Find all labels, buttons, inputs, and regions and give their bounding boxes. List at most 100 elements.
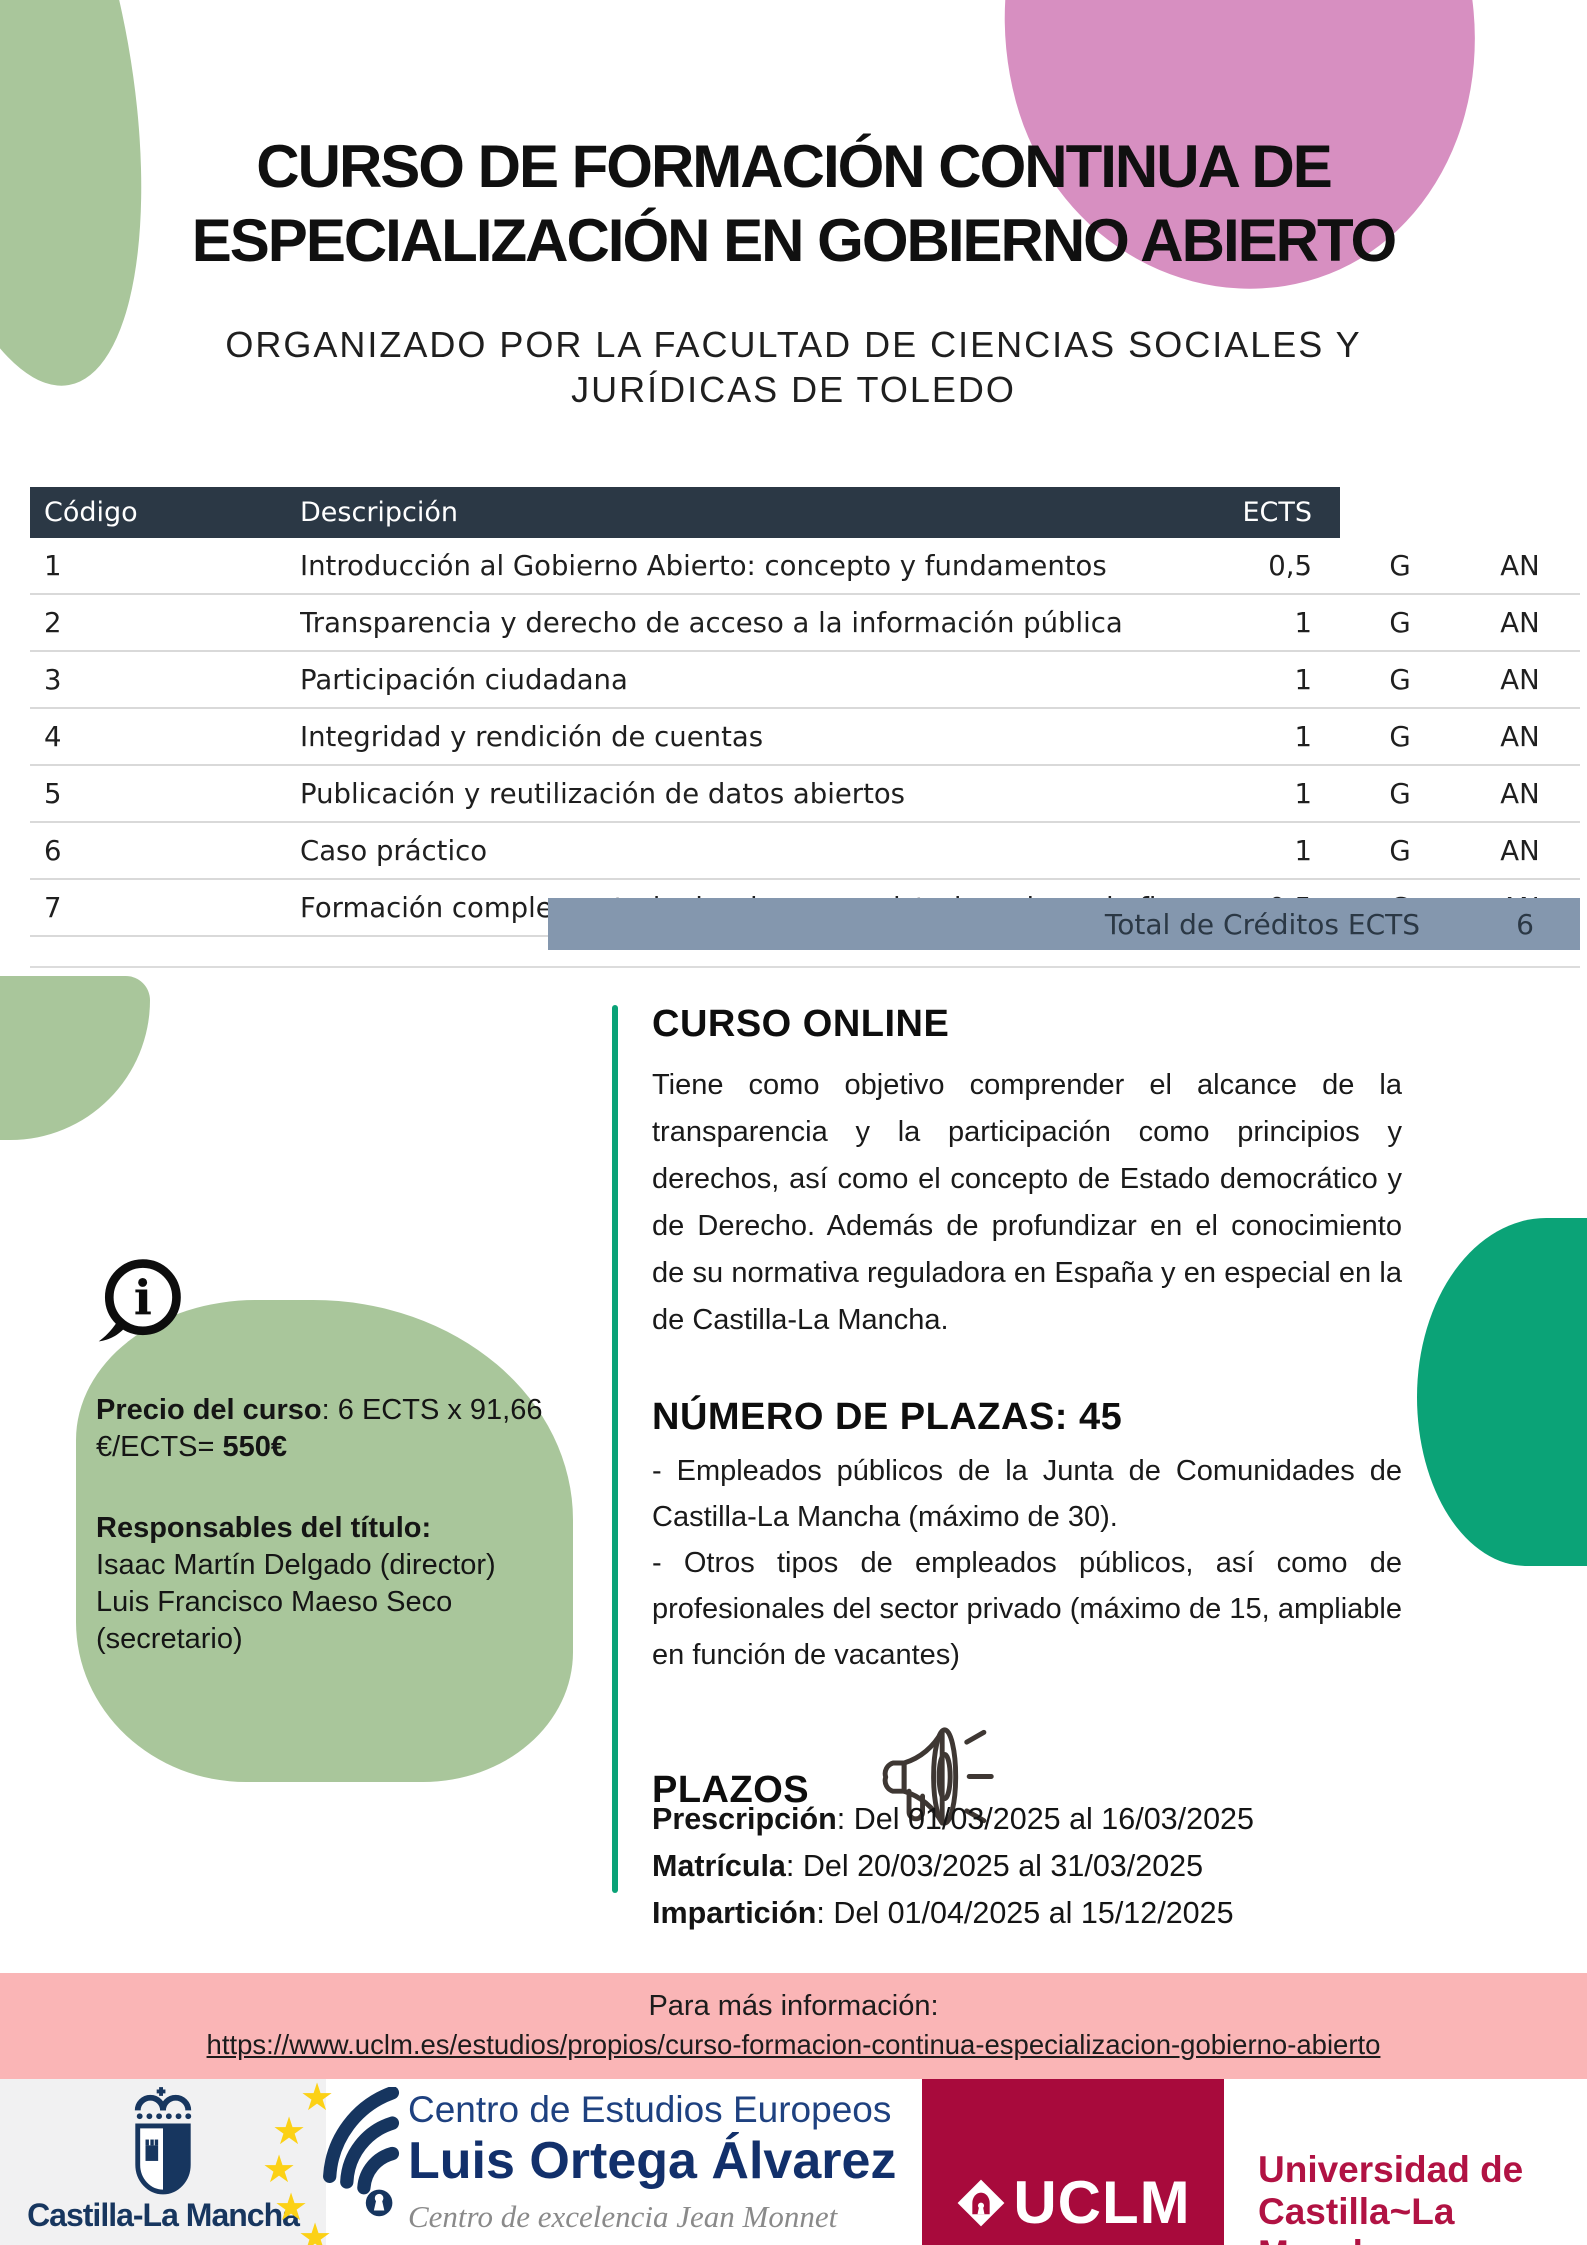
price-value: 550€: [222, 1431, 288, 1463]
row-code: 5: [44, 777, 62, 810]
universidad-line1: Universidad de: [1258, 2149, 1524, 2190]
price-and-responsables: Precio del curso: 6 ECTS x 91,66 €/ECTS=…: [96, 1392, 566, 1658]
table-bottom-divider: [30, 966, 1580, 968]
col-header-descripcion: Descripción: [300, 497, 459, 528]
svg-text:i: i: [134, 1270, 152, 1326]
date-text: : Del 01/03/2025 al 16/03/2025: [836, 1802, 1254, 1836]
responsables-block: Responsables del título: Isaac Martín De…: [96, 1510, 566, 1658]
row-ects: 1: [1294, 720, 1313, 753]
price-info-blob: [76, 1300, 573, 1782]
star-icon: ★: [274, 2187, 309, 2229]
castilla-la-mancha-shield-icon: [134, 2087, 192, 2195]
uclm-logo: UCLM: [955, 2173, 1190, 2233]
star-icon: ★: [262, 2149, 297, 2191]
centro-estudios-europeos-icon: [323, 2087, 400, 2217]
col-header-codigo: Código: [44, 497, 138, 528]
cee-line3: Centro de excelencia Jean Monnet: [408, 2199, 838, 2234]
plazas-list: - Empleados públicos de la Junta de Comu…: [652, 1448, 1402, 1678]
row-type: G: [1389, 834, 1411, 867]
row-period: AN: [1500, 549, 1540, 582]
row-desc: Transparencia y derecho de acceso a la i…: [300, 606, 1123, 639]
green-divider-line: [612, 1005, 618, 1893]
uclm-acronym: UCLM: [1013, 2169, 1191, 2236]
row-ects: 1: [1294, 663, 1313, 696]
info-banner: Para más información: https://www.uclm.e…: [0, 1973, 1587, 2079]
subtitle-line-1: ORGANIZADO POR LA FACULTAD DE CIENCIAS S…: [225, 324, 1362, 365]
table-row: 6 Caso práctico 1 G AN: [30, 823, 1580, 880]
plazos-heading: PLAZOS: [652, 1769, 810, 1811]
cee-line1: Centro de Estudios Europeos: [408, 2089, 892, 2130]
date-label: Impartición: [652, 1896, 817, 1930]
date-line: Matrícula: Del 20/03/2025 al 31/03/2025: [652, 1843, 1432, 1890]
info-icon: i: [98, 1259, 181, 1342]
table-total-row: Total de Créditos ECTS 6: [548, 898, 1580, 950]
row-ects: 0,5: [1268, 549, 1312, 582]
price-text: : 6 ECTS x 91,66 €/ECTS=: [96, 1394, 543, 1463]
row-type: G: [1389, 549, 1411, 582]
plazas-heading: NÚMERO DE PLAZAS: 45: [652, 1396, 1123, 1438]
table-header-bar: Código Descripción ECTS: [30, 487, 1340, 538]
table-row: 4 Integridad y rendición de cuentas 1 G …: [30, 709, 1580, 766]
responsables-label: Responsables del título:: [96, 1512, 432, 1544]
date-label: Prescripción: [652, 1802, 837, 1836]
info-link[interactable]: https://www.uclm.es/estudios/propios/cur…: [206, 2029, 1381, 2060]
date-line: Impartición: Del 01/04/2025 al 15/12/202…: [652, 1890, 1432, 1937]
plazos-heading-row: PLAZOS: [652, 1727, 1006, 1844]
footer-logos: Castilla-La Mancha ★ ★ ★ ★ ★ Centro de E…: [0, 2079, 1587, 2245]
price-label: Precio del curso: [96, 1394, 322, 1426]
title-line-1: CURSO DE FORMACIÓN CONTINUA DE: [256, 133, 1332, 200]
date-line: Prescripción: Del 01/03/2025 al 16/03/20…: [652, 1796, 1432, 1843]
star-icon: ★: [300, 2077, 335, 2119]
row-code: 7: [44, 891, 62, 924]
row-code: 1: [44, 549, 62, 582]
table-row: 3 Participación ciudadana 1 G AN: [30, 652, 1580, 709]
row-type: G: [1389, 720, 1411, 753]
curso-online-body: Tiene como objetivo comprender el alcanc…: [652, 1069, 1402, 1336]
row-type: G: [1389, 663, 1411, 696]
table-row: 5 Publicación y reutilización de datos a…: [30, 766, 1580, 823]
subtitle-line-2: JURÍDICAS DE TOLEDO: [571, 369, 1016, 410]
plazas-item: - Otros tipos de empleados públicos, así…: [652, 1547, 1402, 1671]
universidad-line2: Castilla~La Mancha: [1258, 2191, 1455, 2245]
uclm-diamond-icon: [957, 2179, 1005, 2227]
responsable-line: Isaac Martín Delgado (director): [96, 1549, 496, 1581]
decorative-emerald-blob: [1417, 1218, 1587, 1566]
row-ects: 1: [1294, 777, 1313, 810]
responsable-line: (secretario): [96, 1623, 243, 1655]
date-label: Matrícula: [652, 1849, 786, 1883]
castilla-la-mancha-logo-panel: Castilla-La Mancha: [0, 2079, 326, 2245]
castilla-la-mancha-wordmark: Castilla-La Mancha: [27, 2197, 300, 2233]
row-ects: 1: [1294, 834, 1313, 867]
price-line: Precio del curso: 6 ECTS x 91,66 €/ECTS=…: [96, 1392, 566, 1466]
plazas-item: - Empleados públicos de la Junta de Comu…: [652, 1455, 1402, 1533]
row-code: 3: [44, 663, 62, 696]
curso-online-heading: CURSO ONLINE: [652, 1003, 950, 1045]
row-desc: Introducción al Gobierno Abierto: concep…: [300, 549, 1107, 582]
table-row: 1 Introducción al Gobierno Abierto: conc…: [30, 538, 1580, 595]
page-title: CURSO DE FORMACIÓN CONTINUA DE ESPECIALI…: [0, 130, 1587, 278]
row-period: AN: [1500, 720, 1540, 753]
table-row: 2 Transparencia y derecho de acceso a la…: [30, 595, 1580, 652]
row-code: 6: [44, 834, 62, 867]
row-period: AN: [1500, 777, 1540, 810]
row-desc: Integridad y rendición de cuentas: [300, 720, 764, 753]
uclm-logo-box: UCLM: [922, 2079, 1224, 2245]
universidad-name: Universidad de Castilla~La Mancha: [1258, 2149, 1587, 2245]
row-code: 4: [44, 720, 62, 753]
table-header-row: Código Descripción ECTS: [30, 487, 1580, 538]
cee-line2: Luis Ortega Álvarez: [408, 2132, 897, 2190]
row-desc: Participación ciudadana: [300, 663, 628, 696]
responsable-line: Luis Francisco Maeso Seco: [96, 1586, 453, 1618]
decorative-green-corner-shape: [0, 976, 150, 1140]
row-period: AN: [1500, 606, 1540, 639]
total-label: Total de Créditos ECTS: [1104, 907, 1420, 941]
course-modules-table: Código Descripción ECTS 1 Introducción a…: [30, 487, 1580, 950]
title-line-2: ESPECIALIZACIÓN EN GOBIERNO ABIERTO: [191, 207, 1397, 274]
date-text: : Del 01/04/2025 al 15/12/2025: [816, 1896, 1234, 1930]
row-desc: Caso práctico: [300, 834, 488, 867]
row-type: G: [1389, 777, 1411, 810]
row-period: AN: [1500, 834, 1540, 867]
megaphone-icon: [882, 1727, 994, 1826]
date-text: : Del 20/03/2025 al 31/03/2025: [785, 1849, 1204, 1883]
